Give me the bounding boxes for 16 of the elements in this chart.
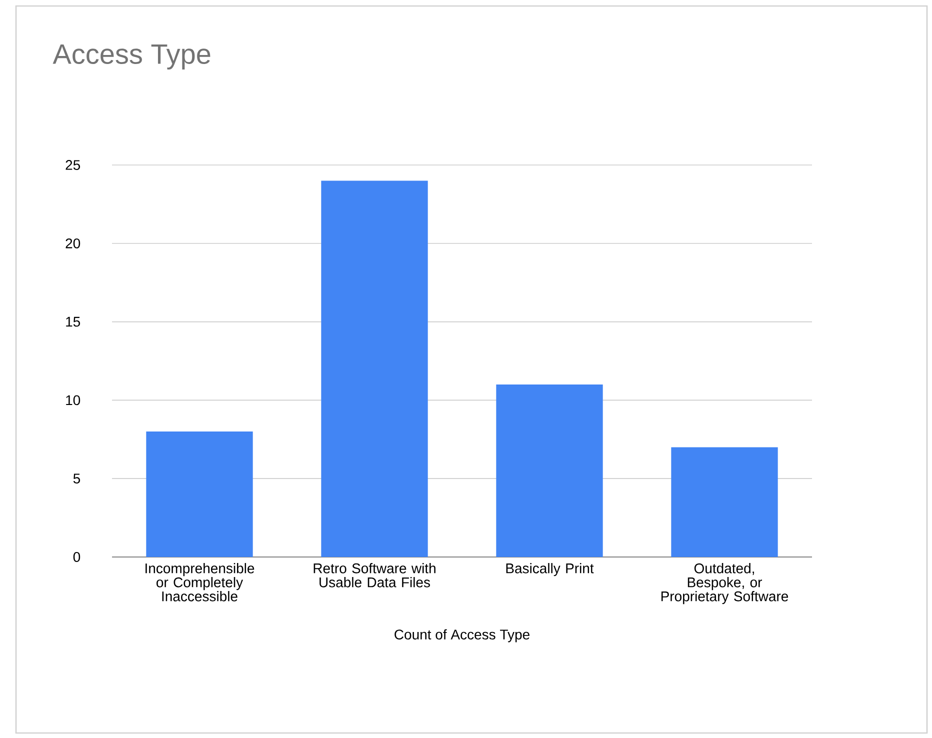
y-tick-label: 25 xyxy=(66,160,80,170)
bar xyxy=(496,384,603,557)
x-tick-label: Outdated, Bespoke, or Proprietary Software xyxy=(661,563,788,604)
bar xyxy=(146,432,253,557)
x-tick-label: Basically Print xyxy=(506,563,594,576)
y-tick-label: 5 xyxy=(73,474,80,484)
y-tick-label: 0 xyxy=(73,552,80,562)
y-tick-label: 15 xyxy=(66,316,80,327)
chart-title: Access Type xyxy=(52,44,210,70)
y-tick-label: 10 xyxy=(66,395,80,406)
x-tick-label: Retro Software with Usable Data Files xyxy=(314,563,436,588)
y-tick-label: 20 xyxy=(66,238,80,248)
bar xyxy=(321,180,428,557)
bar xyxy=(671,447,778,557)
x-tick-label: Incomprehensible or Completely Inaccessible xyxy=(146,563,254,602)
x-axis-title: Count of Access Type xyxy=(394,629,530,642)
